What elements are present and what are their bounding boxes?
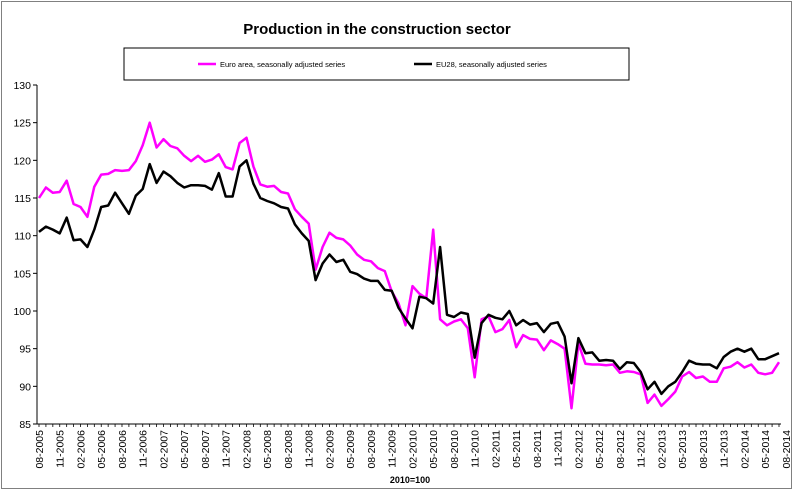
x-tick-label: 11-2010 xyxy=(470,430,482,468)
x-tick-label: 08-2007 xyxy=(200,430,212,469)
x-tick-label: 11-2007 xyxy=(221,430,233,468)
x-tick-label: 08-2011 xyxy=(532,430,544,468)
y-tick-label: 100 xyxy=(13,306,31,318)
x-tick-label: 02-2010 xyxy=(407,430,419,469)
series-lines xyxy=(37,121,781,410)
x-tick-label: 11-2009 xyxy=(387,430,399,468)
x-tick-label: 02-2013 xyxy=(656,430,668,469)
x-tick-label: 11-2013 xyxy=(719,430,731,468)
y-tick-label: 110 xyxy=(14,231,31,243)
x-tick-label: 11-2006 xyxy=(138,430,150,468)
x-tick-label: 08-2006 xyxy=(117,430,129,469)
y-tick-label: 120 xyxy=(13,155,31,167)
x-tick-label: 02-2012 xyxy=(573,430,585,469)
x-tick-label: 11-2008 xyxy=(304,430,316,468)
legend-label-eu28: EU28, seasonally adjusted series xyxy=(436,60,547,69)
x-tick-label: 05-2011 xyxy=(511,430,523,468)
x-axis-ticks: 08-2005 11-2005 02-2006 05-2006 08-2006 11-20… xyxy=(34,424,793,469)
y-tick-label: 95 xyxy=(19,344,31,356)
y-tick-label: 90 xyxy=(19,381,31,393)
x-tick-label: 05-2006 xyxy=(96,430,108,469)
x-tick-label: 05-2008 xyxy=(262,430,274,469)
x-tick-label: 02-2006 xyxy=(75,430,87,469)
y-tick-label: 105 xyxy=(13,268,31,280)
series-line-eu28 xyxy=(38,159,780,396)
x-tick-label: 08-2012 xyxy=(615,430,627,469)
x-tick-label: 02-2007 xyxy=(158,430,170,469)
y-tick-label: 115 xyxy=(14,193,31,205)
x-tick-label: 08-2014 xyxy=(781,430,793,469)
series-line-euro-area xyxy=(37,121,781,410)
x-tick-label: 11-2012 xyxy=(636,430,648,468)
legend: Euro area, seasonally adjusted series EU… xyxy=(123,47,630,81)
x-tick-label: 02-2011 xyxy=(490,430,502,468)
x-tick-label: 08-2010 xyxy=(449,430,461,469)
x-tick-label: 02-2008 xyxy=(241,430,253,469)
x-tick-label: 05-2014 xyxy=(760,430,772,469)
x-tick-label: 05-2010 xyxy=(428,430,440,469)
x-tick-label: 11-2011 xyxy=(553,430,565,467)
legend-label-euro-area: Euro area, seasonally adjusted series xyxy=(220,60,345,69)
x-tick-label: 08-2005 xyxy=(34,430,46,469)
y-tick-label: 85 xyxy=(19,419,31,431)
y-tick-label: 130 xyxy=(13,80,31,92)
x-tick-label: 08-2013 xyxy=(698,430,710,469)
x-tick-label: 02-2009 xyxy=(324,430,336,469)
x-tick-label: 08-2008 xyxy=(283,430,295,469)
axes xyxy=(36,85,781,425)
x-tick-label: 02-2014 xyxy=(739,430,751,469)
y-axis-ticks: 85 90 95 100 105 110 115 120 125 130 xyxy=(13,80,37,431)
x-tick-label: 08-2009 xyxy=(366,430,378,469)
x-tick-label: 11-2005 xyxy=(55,430,67,468)
x-tick-label: 05-2013 xyxy=(677,430,689,469)
x-tick-label: 05-2012 xyxy=(594,430,606,469)
y-tick-label: 125 xyxy=(13,118,31,130)
x-tick-label: 05-2009 xyxy=(345,430,357,469)
chart-title: Production in the construction sector xyxy=(243,21,511,38)
x-tick-label: 05-2007 xyxy=(179,430,191,469)
x-axis-label: 2010=100 xyxy=(390,475,430,485)
